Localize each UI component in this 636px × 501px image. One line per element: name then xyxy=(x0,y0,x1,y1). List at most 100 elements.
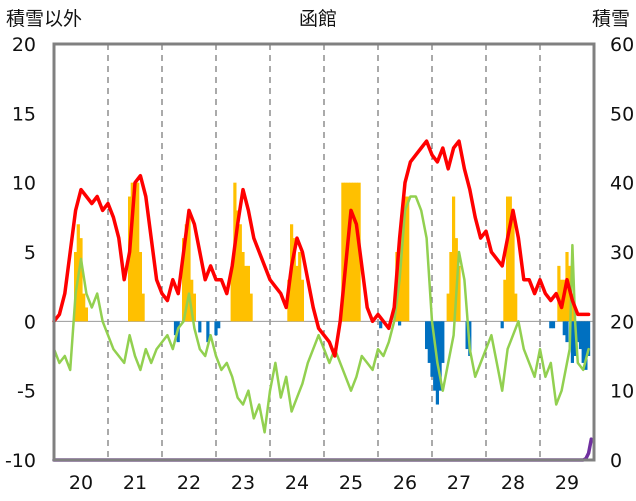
orange-bar xyxy=(130,182,134,322)
x-tick-labels: 20 21 22 23 24 25 26 27 28 29 xyxy=(69,472,579,494)
orange-bar xyxy=(403,196,407,322)
blue-bar xyxy=(206,321,210,343)
right-tick-label: 50 xyxy=(610,103,634,125)
orange-bar xyxy=(82,293,86,322)
left-tick-label: 15 xyxy=(12,103,36,125)
right-tick-label: 0 xyxy=(610,450,622,472)
x-tick-label: 26 xyxy=(393,472,417,494)
orange-bar xyxy=(295,265,299,322)
orange-bar xyxy=(508,196,512,322)
orange-bar xyxy=(511,210,515,322)
left-tick-label: -5 xyxy=(17,381,36,403)
left-tick-labels: 20 15 10 5 0 -5 -10 xyxy=(5,34,36,472)
orange-bar xyxy=(182,238,186,322)
x-tick-label: 25 xyxy=(339,472,363,494)
orange-bar xyxy=(79,238,83,322)
blue-bar xyxy=(500,321,504,329)
blue-bar xyxy=(576,321,580,343)
right-tick-label: 30 xyxy=(610,242,634,264)
blue-bar xyxy=(441,321,445,363)
orange-bar xyxy=(84,307,88,322)
orange-bar xyxy=(238,224,242,322)
orange-bar xyxy=(184,224,188,322)
orange-bar xyxy=(514,293,518,322)
orange-bar xyxy=(236,210,240,322)
blue-bar xyxy=(438,321,442,391)
orange-bar xyxy=(446,293,450,322)
blue-bar xyxy=(433,321,437,391)
orange-bar xyxy=(141,293,145,322)
x-tick-label: 20 xyxy=(69,472,93,494)
right-tick-label: 20 xyxy=(610,311,634,333)
orange-bar xyxy=(138,252,142,322)
orange-bar xyxy=(133,182,137,322)
orange-bar xyxy=(287,279,291,322)
orange-bar xyxy=(190,279,194,322)
orange-bar xyxy=(298,252,302,322)
left-tick-label: 5 xyxy=(24,242,36,264)
blue-bar xyxy=(430,321,434,377)
right-tick-label: 60 xyxy=(610,34,634,56)
orange-bar xyxy=(300,279,304,322)
blue-bar xyxy=(427,321,431,363)
orange-bar xyxy=(292,238,296,322)
green-line xyxy=(52,195,590,434)
right-tick-labels: 60 50 40 30 20 10 0 xyxy=(610,34,634,472)
orange-bar xyxy=(249,293,253,322)
left-tick-label: 20 xyxy=(12,34,36,56)
orange-bar xyxy=(503,279,507,322)
x-tick-label: 29 xyxy=(555,472,579,494)
orange-bar xyxy=(244,265,248,322)
blue-bar xyxy=(570,321,574,363)
blue-bar xyxy=(565,321,569,343)
blue-bar xyxy=(587,321,591,356)
red-line xyxy=(52,139,591,358)
orange-bar xyxy=(406,196,410,322)
x-tick-label: 23 xyxy=(231,472,255,494)
blue-bar xyxy=(584,321,588,370)
left-tick-label: 10 xyxy=(12,173,36,195)
blue-bar xyxy=(379,321,383,329)
x-tick-label: 24 xyxy=(285,472,309,494)
purple-line xyxy=(52,437,594,462)
orange-bar xyxy=(457,265,461,322)
blue-bar xyxy=(425,321,429,350)
x-tick-label: 22 xyxy=(177,472,201,494)
orange-bar xyxy=(354,182,358,322)
right-tick-label: 10 xyxy=(610,381,634,403)
orange-bar xyxy=(187,210,191,322)
orange-bar xyxy=(452,196,456,322)
x-tick-label: 27 xyxy=(447,472,471,494)
blue-bar xyxy=(551,321,556,329)
orange-bar xyxy=(400,210,404,322)
right-tick-label: 40 xyxy=(610,173,634,195)
orange-bar xyxy=(449,252,453,322)
blue-bar xyxy=(173,321,178,336)
blue-bar xyxy=(465,321,469,350)
orange-bar xyxy=(136,182,140,322)
blue-bar xyxy=(217,321,221,329)
orange-bar xyxy=(506,196,510,322)
orange-bar xyxy=(570,293,574,322)
orange-bar xyxy=(349,182,353,322)
left-tick-label: -10 xyxy=(5,450,36,472)
blue-bar xyxy=(549,321,553,329)
orange-bar xyxy=(557,265,561,322)
orange-bar xyxy=(352,182,356,322)
orange-bar xyxy=(241,252,245,322)
blue-bar xyxy=(198,321,202,333)
orange-bar xyxy=(341,182,345,322)
chart-title: 函館 xyxy=(299,8,337,30)
blue-bar xyxy=(398,321,402,326)
blue-bar xyxy=(562,321,566,336)
blue-bar xyxy=(578,321,583,350)
blue-bar xyxy=(214,321,218,336)
plot-frame xyxy=(52,42,596,462)
orange-bar xyxy=(230,265,234,322)
orange-bar xyxy=(192,293,196,322)
right-axis-label: 積雪 xyxy=(592,8,630,30)
left-axis-label: 積雪以外 xyxy=(6,8,82,30)
left-tick-label: 0 xyxy=(24,311,36,333)
x-tick-label: 21 xyxy=(123,472,147,494)
